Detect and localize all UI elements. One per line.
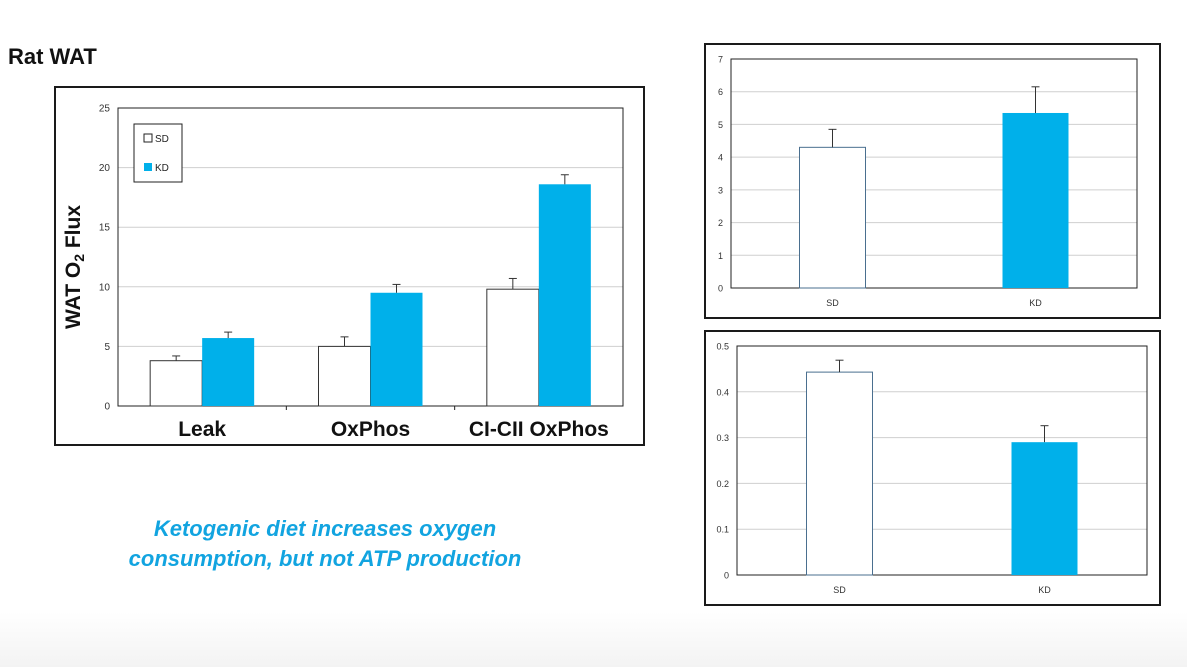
- atp-chart-frame: 01234567SDKDATP: [704, 43, 1161, 319]
- o2-flux-chart-frame: 0 5 10 15 20 25 Leak OxPhos CI-CII OxPhos WAT O2 …: [54, 86, 645, 446]
- y-tick-label: 5: [104, 342, 110, 353]
- y-tick-label: 20: [99, 163, 111, 174]
- page-title: Rat WAT: [8, 44, 97, 69]
- x-category-label: KD: [1038, 585, 1051, 595]
- bar-sd: [799, 146, 866, 289]
- caption-line-2: consumption, but not ATP production: [128, 546, 522, 571]
- legend-box: [133, 123, 183, 183]
- y-tick-label: 15: [99, 223, 111, 234]
- y-tick-label: 0: [724, 571, 729, 581]
- bar-sd-2: [486, 288, 540, 407]
- y-tick-label: 2: [718, 218, 723, 228]
- plot-area: [730, 58, 1138, 289]
- x-category-label: Leak: [178, 418, 226, 441]
- y-tick-label: 5: [718, 120, 723, 130]
- y-tick-label: 0.2: [716, 479, 729, 489]
- x-category-label: CI-CII OxPhos: [469, 418, 609, 441]
- y-tick-label: 0.5: [716, 342, 729, 352]
- y-axis-title: WAT O2 Flux: [62, 205, 87, 329]
- y-axis-title-text: WAT O: [62, 262, 85, 329]
- x-category-label: KD: [1029, 298, 1042, 308]
- legend-swatch-kd: [144, 163, 152, 171]
- legend-label-sd: SD: [155, 134, 169, 145]
- y-tick-label: 0.3: [716, 433, 729, 443]
- caption: Ketogenic diet increases oxygen consumpt…: [90, 514, 560, 574]
- x-category-label: SD: [826, 298, 839, 308]
- legend-swatch-sd: [143, 133, 153, 143]
- bar-kd-0: [202, 338, 255, 406]
- po-ratio-chart-frame: 00.10.20.30.40.5SDKDP:O Ratio: [704, 330, 1161, 606]
- x-category-label: SD: [833, 585, 846, 595]
- plot-area: [736, 345, 1148, 576]
- o2-flux-chart: 0 5 10 15 20 25 Leak OxPhos CI-CII OxPhos WAT O2 …: [62, 104, 624, 441]
- caption-line-1: Ketogenic diet increases oxygen: [153, 516, 497, 541]
- y-tick-label: 0: [104, 402, 110, 413]
- page-background-fade: [0, 612, 1187, 667]
- y-axis-title-subscript: 2: [71, 254, 87, 262]
- atp-chart: 01234567SDKDATP: [718, 55, 1138, 308]
- y-tick-label: 1: [718, 251, 723, 261]
- y-tick-label: 0: [718, 284, 723, 294]
- po-ratio-chart: 00.10.20.30.40.5SDKDP:O Ratio: [716, 342, 1148, 595]
- y-tick-label: 6: [718, 87, 723, 97]
- legend-label-kd: KD: [155, 163, 169, 174]
- y-tick-label: 25: [99, 104, 111, 115]
- bar-sd-0: [149, 360, 203, 407]
- bar-kd-1: [370, 292, 423, 406]
- y-tick-label: 3: [718, 185, 723, 195]
- bar-sd: [806, 371, 873, 576]
- y-axis-title-suffix: Flux: [62, 205, 85, 254]
- bar-kd: [1011, 442, 1078, 575]
- y-tick-label: 4: [718, 153, 723, 163]
- y-tick-label: 0.1: [716, 525, 729, 535]
- bar-sd-1: [318, 345, 371, 407]
- y-tick-label: 10: [99, 282, 111, 293]
- bar-kd: [1002, 112, 1069, 288]
- bar-kd-2: [538, 184, 591, 406]
- x-category-label: OxPhos: [331, 418, 410, 441]
- y-tick-label: 7: [718, 55, 723, 65]
- y-tick-label: 0.4: [716, 387, 729, 397]
